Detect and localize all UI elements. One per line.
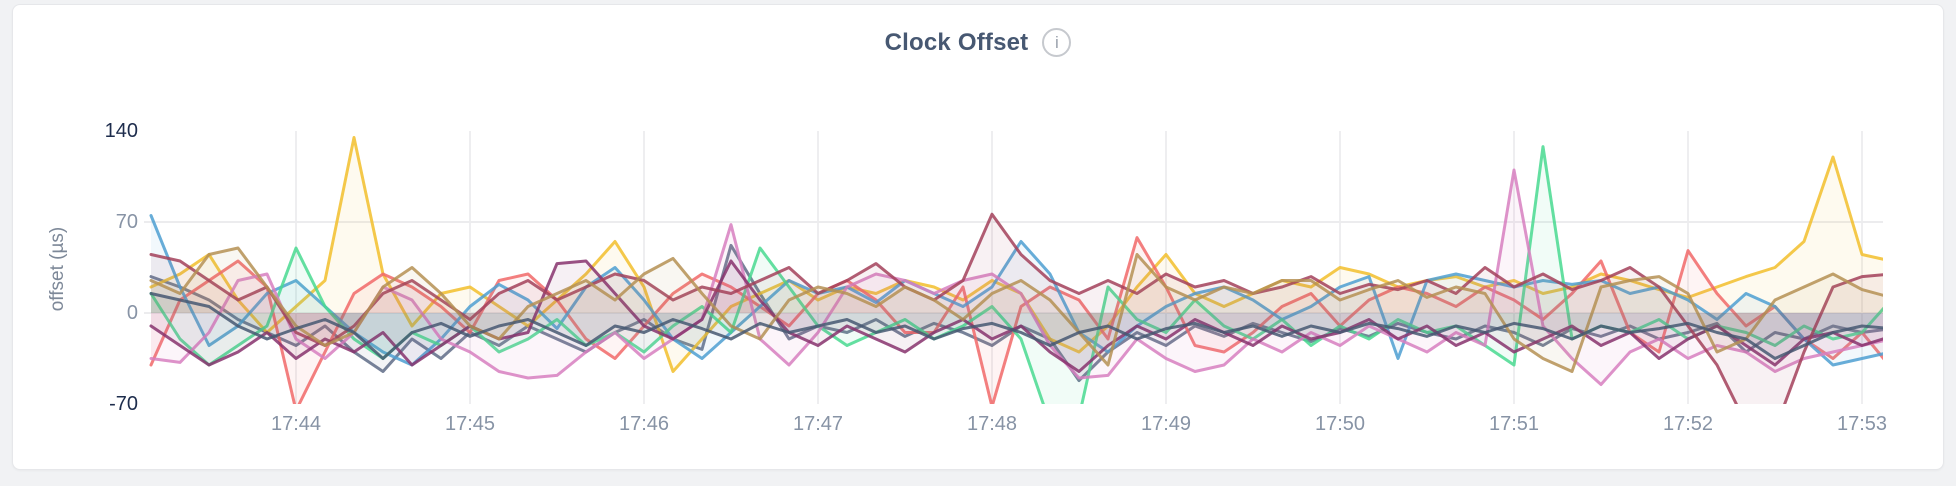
y-tick-label: 0 [126,302,138,324]
chart-title: Clock Offset [884,28,1029,56]
x-tick-label: 17:48 [966,413,1018,435]
series-area-node-10 [151,293,1883,359]
x-tick-label: 17:53 [1836,413,1888,435]
series-area-node-8 [151,214,1883,404]
x-tick-label: 17:49 [1140,413,1192,435]
series-area-node-1 [151,245,1883,381]
series-area-node-2 [151,137,1883,372]
series-line-node-7 [149,259,1883,373]
y-tick-label: 70 [115,211,138,233]
x-tick-label: 17:50 [1314,413,1366,435]
x-tick-label: 17:44 [270,413,322,435]
x-tick-label: 17:46 [618,413,670,435]
y-tick-label: -70 [109,393,138,415]
chart-header: Clock Offset i [0,28,1956,57]
info-icon[interactable]: i [1042,28,1072,57]
x-tick-label: 17:45 [444,413,496,435]
series-area-node-9 [151,248,1883,372]
series-line-node-6 [149,168,1883,386]
series-line-node-9 [149,246,1883,373]
series-line-node-3 [149,236,1883,404]
y-tick-label: 140 [104,120,138,142]
x-tick-label: 17:47 [792,413,844,435]
x-tick-label: 17:51 [1488,413,1540,435]
series-area-node-5 [151,146,1883,404]
x-tick-label: 17:52 [1662,413,1714,435]
series-line-node-8 [149,212,1883,404]
series-line-node-10 [149,292,1883,360]
series-area-node-6 [151,170,1883,385]
